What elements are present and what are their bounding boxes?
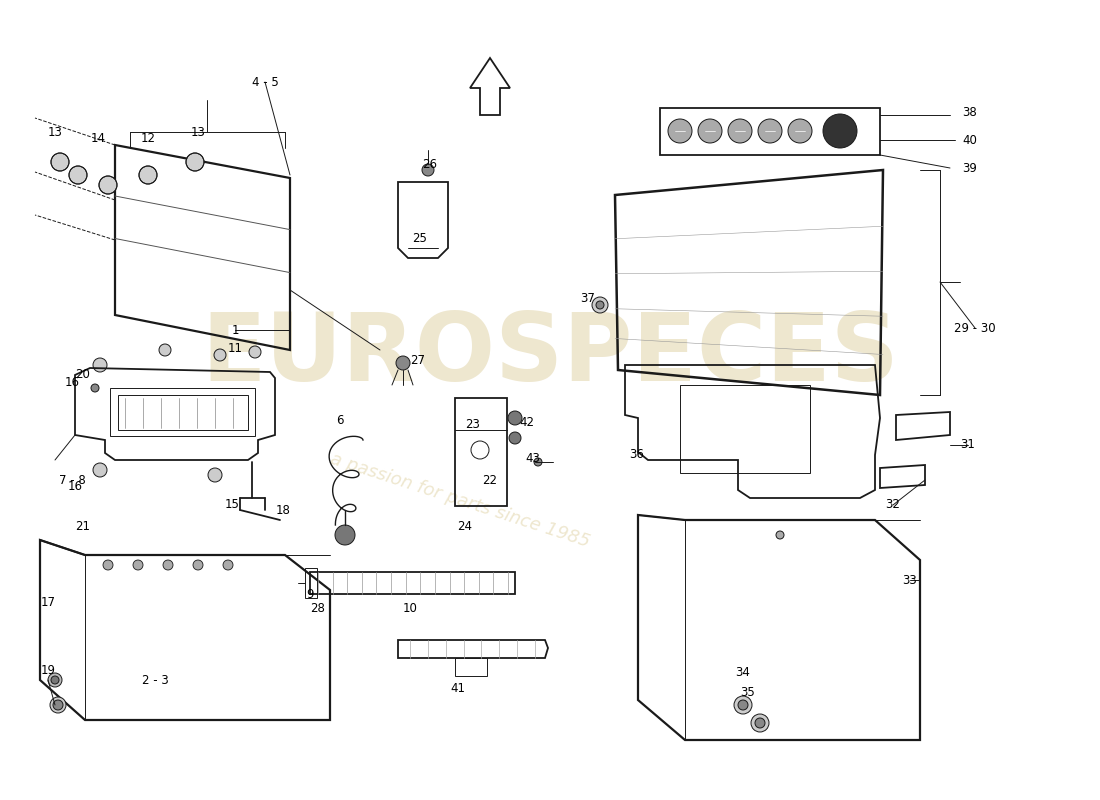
- Circle shape: [788, 119, 812, 143]
- Circle shape: [99, 176, 117, 194]
- Circle shape: [758, 119, 782, 143]
- Text: 22: 22: [483, 474, 497, 486]
- Circle shape: [186, 153, 204, 171]
- Text: 18: 18: [276, 503, 290, 517]
- Text: 14: 14: [90, 131, 106, 145]
- Text: 33: 33: [903, 574, 917, 586]
- Text: 2 - 3: 2 - 3: [142, 674, 168, 686]
- Circle shape: [249, 346, 261, 358]
- Circle shape: [509, 432, 521, 444]
- Bar: [455, 398, 507, 506]
- Circle shape: [728, 119, 752, 143]
- Circle shape: [91, 384, 99, 392]
- Bar: [110, 388, 255, 436]
- Text: a passion for parts since 1985: a passion for parts since 1985: [328, 450, 592, 550]
- Circle shape: [596, 301, 604, 309]
- Circle shape: [668, 119, 692, 143]
- Circle shape: [592, 297, 608, 313]
- Text: 29 - 30: 29 - 30: [954, 322, 996, 334]
- Text: 11: 11: [228, 342, 242, 354]
- Text: 35: 35: [740, 686, 756, 699]
- Circle shape: [51, 153, 69, 171]
- Text: 37: 37: [581, 291, 595, 305]
- Text: 19: 19: [41, 663, 55, 677]
- Bar: [305, 568, 317, 598]
- Text: 16: 16: [65, 375, 79, 389]
- Bar: [118, 395, 248, 430]
- Circle shape: [133, 560, 143, 570]
- Circle shape: [94, 358, 107, 372]
- Circle shape: [223, 560, 233, 570]
- Text: 42: 42: [519, 415, 535, 429]
- Circle shape: [508, 411, 522, 425]
- Circle shape: [208, 468, 222, 482]
- Circle shape: [823, 114, 857, 148]
- Text: 16: 16: [67, 481, 82, 494]
- Circle shape: [51, 676, 59, 684]
- Bar: [455, 658, 487, 676]
- Circle shape: [422, 164, 435, 176]
- Circle shape: [48, 673, 62, 687]
- Circle shape: [53, 700, 63, 710]
- Text: 6: 6: [337, 414, 343, 426]
- Circle shape: [214, 349, 225, 361]
- Circle shape: [776, 531, 784, 539]
- Text: 43: 43: [526, 451, 540, 465]
- Text: 39: 39: [962, 162, 978, 174]
- Text: 26: 26: [422, 158, 438, 171]
- Circle shape: [160, 344, 170, 356]
- Text: 28: 28: [310, 602, 326, 614]
- Circle shape: [50, 697, 66, 713]
- Text: 40: 40: [962, 134, 978, 146]
- Text: 15: 15: [224, 498, 240, 511]
- Circle shape: [94, 463, 107, 477]
- Text: 17: 17: [41, 595, 55, 609]
- Circle shape: [738, 700, 748, 710]
- Text: 31: 31: [960, 438, 976, 451]
- Text: 27: 27: [410, 354, 426, 366]
- Bar: [310, 572, 515, 594]
- Circle shape: [336, 525, 355, 545]
- Circle shape: [534, 458, 542, 466]
- Circle shape: [734, 696, 752, 714]
- Bar: [680, 385, 810, 473]
- Text: 23: 23: [465, 418, 481, 431]
- Text: 38: 38: [962, 106, 978, 118]
- Text: EUROSPECES: EUROSPECES: [201, 309, 899, 401]
- Text: 9: 9: [306, 589, 313, 602]
- Text: 7 - 8: 7 - 8: [58, 474, 86, 486]
- Circle shape: [755, 718, 764, 728]
- Text: 32: 32: [886, 498, 901, 511]
- Circle shape: [698, 119, 722, 143]
- Circle shape: [192, 560, 204, 570]
- Text: 24: 24: [458, 521, 473, 534]
- Text: 13: 13: [47, 126, 63, 138]
- Text: 1: 1: [231, 323, 239, 337]
- Circle shape: [103, 560, 113, 570]
- Circle shape: [751, 714, 769, 732]
- Text: 12: 12: [141, 131, 155, 145]
- Text: 41: 41: [451, 682, 465, 694]
- Text: 4 - 5: 4 - 5: [252, 75, 278, 89]
- Circle shape: [163, 560, 173, 570]
- Text: 20: 20: [76, 369, 90, 382]
- Text: 25: 25: [412, 231, 428, 245]
- Text: 10: 10: [403, 602, 417, 614]
- Circle shape: [396, 356, 410, 370]
- Circle shape: [139, 166, 157, 184]
- Polygon shape: [470, 58, 510, 115]
- Circle shape: [69, 166, 87, 184]
- Text: 21: 21: [76, 521, 90, 534]
- Text: 13: 13: [190, 126, 206, 138]
- Text: 36: 36: [629, 449, 645, 462]
- Text: 34: 34: [736, 666, 750, 679]
